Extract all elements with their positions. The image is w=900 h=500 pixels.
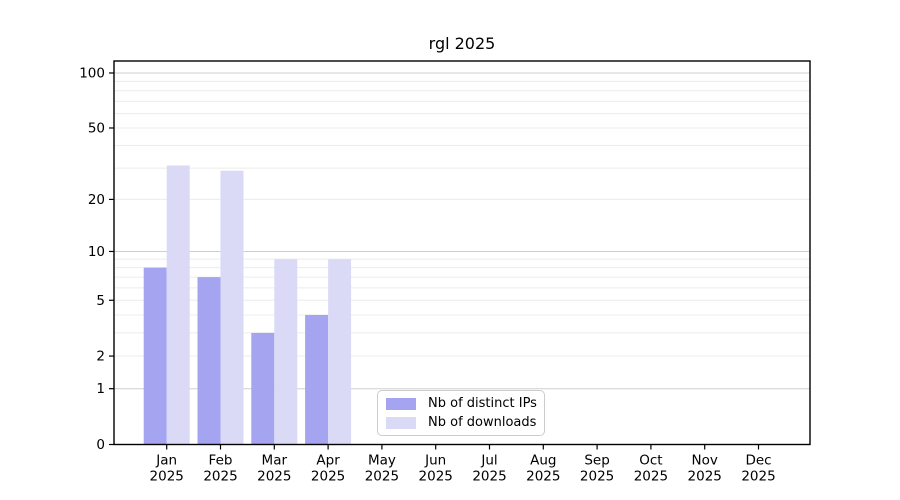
bar-downloads (166, 165, 190, 445)
bar-downloads (220, 170, 244, 445)
x-tick-label-year: 2025 (311, 469, 345, 485)
bar-downloads (274, 259, 298, 445)
bar-distinct-ips (251, 332, 275, 445)
legend-swatch-distinct-ips (386, 397, 416, 410)
chart-title: rgl 2025 (428, 34, 496, 53)
x-tick-label-month: Oct (639, 453, 662, 469)
x-tick-label-year: 2025 (365, 469, 399, 485)
x-tick-label-year: 2025 (688, 469, 722, 485)
legend: Nb of distinct IPs Nb of downloads (377, 390, 545, 436)
bar-downloads (328, 259, 352, 445)
y-tick-label: 5 (96, 293, 105, 309)
x-tick-label-year: 2025 (150, 469, 184, 485)
plot-border (113, 60, 811, 446)
x-tick-label-year: 2025 (419, 469, 453, 485)
y-tick-label: 0 (96, 437, 105, 453)
y-tick-label: 2 (96, 349, 105, 365)
x-tick-label-month: Feb (209, 453, 233, 469)
x-tick-label-year: 2025 (634, 469, 668, 485)
x-tick-label-year: 2025 (526, 469, 560, 485)
y-tick-label: 20 (88, 192, 105, 208)
x-tick-label-year: 2025 (257, 469, 291, 485)
y-tick-label: 50 (88, 120, 105, 136)
x-tick-label-month: Dec (745, 453, 771, 469)
legend-item-distinct-ips: Nb of distinct IPs (386, 396, 537, 411)
y-tick-label: 100 (79, 65, 105, 81)
legend-item-downloads: Nb of downloads (386, 415, 536, 430)
x-tick-label-month: Apr (316, 453, 340, 469)
y-tick-label: 1 (96, 381, 105, 397)
x-tick-label-month: Jul (480, 453, 497, 469)
x-tick-label-year: 2025 (472, 469, 506, 485)
y-tick-label: 10 (88, 244, 105, 260)
x-tick-label-year: 2025 (741, 469, 775, 485)
x-tick-label-month: Nov (692, 453, 718, 469)
x-tick-label-year: 2025 (203, 469, 237, 485)
x-tick-label-month: May (368, 453, 396, 469)
x-tick-label-month: Jan (155, 453, 177, 469)
x-tick-label-month: Sep (584, 453, 609, 469)
bar-distinct-ips (197, 277, 221, 445)
bar-distinct-ips (305, 314, 329, 445)
x-tick-label-month: Aug (530, 453, 556, 469)
bar-distinct-ips (143, 267, 167, 445)
x-tick-label-year: 2025 (580, 469, 614, 485)
legend-label-downloads: Nb of downloads (428, 415, 537, 430)
legend-label-distinct-ips: Nb of distinct IPs (428, 396, 537, 411)
legend-swatch-downloads (386, 416, 416, 429)
x-tick-label-month: Jun (424, 453, 446, 469)
x-tick-label-month: Mar (262, 453, 288, 469)
